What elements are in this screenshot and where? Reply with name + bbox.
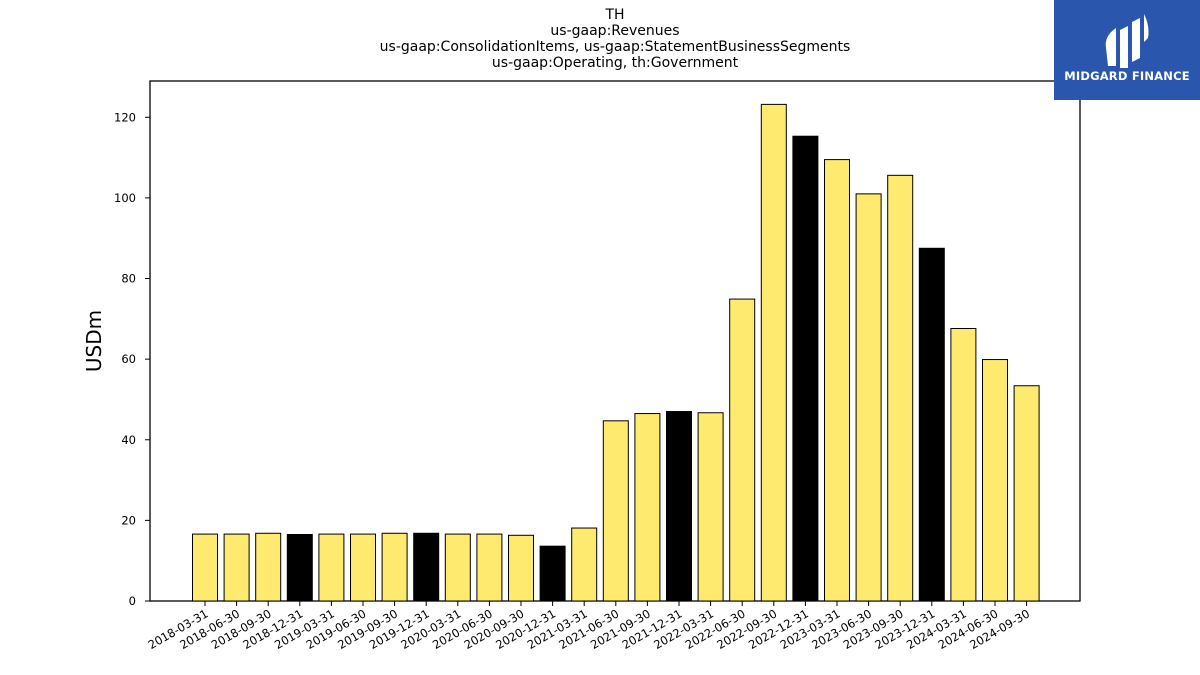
bar	[286, 533, 313, 602]
bar	[192, 533, 218, 602]
bar	[982, 359, 1008, 602]
brand-logo: MIDGARD FINANCE	[1054, 0, 1200, 100]
chart-title-line-3: us-gaap:ConsolidationItems, us-gaap:Stat…	[379, 39, 851, 55]
bar	[413, 532, 440, 602]
bar	[824, 159, 850, 602]
y-axis-label: USDm	[82, 310, 106, 372]
bar	[950, 328, 977, 602]
y-tick-label: 20	[121, 513, 136, 527]
y-tick-label: 120	[114, 110, 136, 124]
bar	[855, 193, 882, 602]
bar	[918, 247, 945, 602]
chart-title-line-1: TH	[605, 7, 625, 23]
bar	[887, 174, 914, 602]
y-tick-label: 60	[121, 352, 136, 366]
bar	[255, 532, 282, 602]
y-tick-label: 0	[129, 594, 136, 608]
bar	[508, 534, 534, 602]
bar	[223, 533, 250, 602]
bar	[350, 533, 376, 602]
y-tick-label: 40	[121, 433, 136, 447]
bar	[539, 545, 566, 602]
y-tick-label: 100	[114, 191, 136, 205]
bar	[666, 411, 692, 602]
bar	[602, 420, 629, 602]
bar	[571, 527, 598, 602]
logo-text: MIDGARD FINANCE	[1064, 69, 1190, 83]
chart-title-line-2: us-gaap:Revenues	[550, 23, 680, 39]
bar	[792, 135, 819, 602]
bar	[697, 412, 724, 602]
bar	[760, 103, 787, 602]
logo-mark-icon	[1105, 14, 1149, 68]
bar	[381, 532, 408, 602]
bar	[318, 533, 345, 602]
y-tick-label: 80	[121, 272, 136, 286]
bar	[1013, 385, 1040, 602]
bar	[476, 533, 503, 602]
chart-title-line-4: us-gaap:Operating, th:Government	[491, 55, 739, 71]
bar	[634, 413, 661, 602]
bar	[444, 533, 471, 602]
bar	[729, 298, 756, 602]
